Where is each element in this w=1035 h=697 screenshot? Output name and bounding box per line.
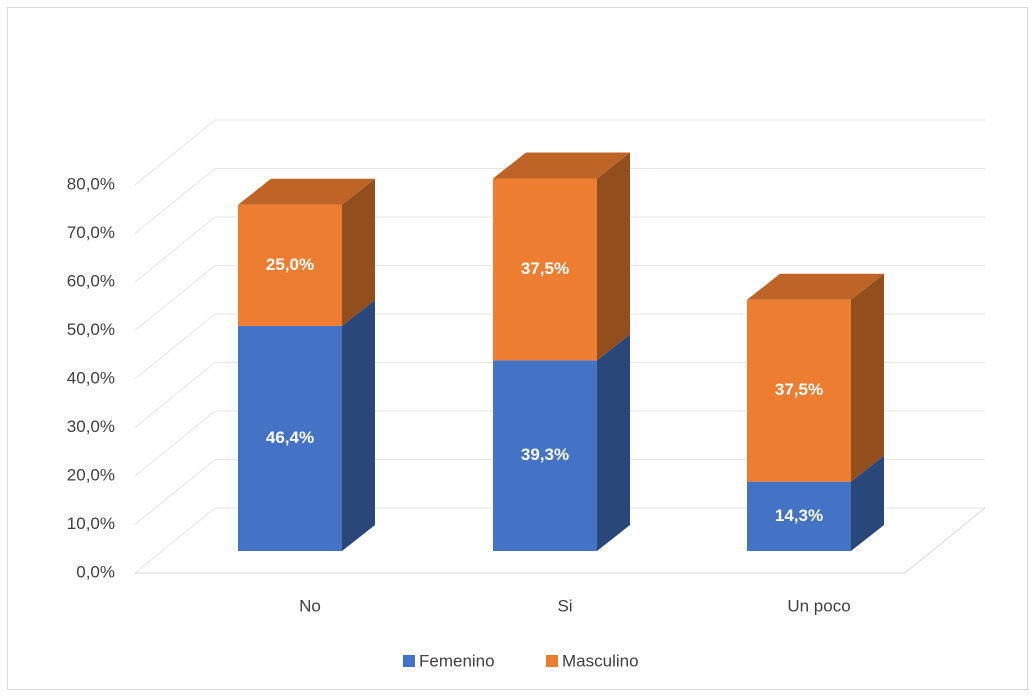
y-tick-label: 60,0% [67,271,115,290]
x-tick-label: No [299,596,321,615]
grid-line [134,313,216,380]
bar-top [493,152,630,179]
grid-line [134,410,216,477]
y-tick-label: 30,0% [67,417,115,436]
value-label: 46,4% [266,428,314,447]
grid-line [134,459,216,525]
y-tick-label: 70,0% [67,223,115,242]
legend-label: Femenino [419,651,495,670]
bar-segment [747,299,851,482]
bar-segment [238,204,342,326]
grid-line [134,216,216,283]
x-tick-label: Si [557,596,572,615]
bar-top [238,178,375,205]
y-tick-label: 10,0% [67,514,115,533]
floor-line [904,507,986,574]
bar-side [342,299,375,551]
bar-side [597,334,630,551]
x-tick-label: Un poco [787,596,850,615]
value-label: 39,3% [521,445,569,464]
grid-line [134,362,216,428]
grid-line [134,119,216,186]
bar-segment [238,325,342,551]
bar-side [597,152,630,361]
y-tick-label: 0,0% [76,562,115,581]
bar-segment [493,360,597,551]
value-label: 37,5% [775,380,823,399]
legend-label: Masculino [562,651,639,670]
grid-line [134,507,216,574]
value-label: 25,0% [266,255,314,274]
bar-side [851,273,884,482]
bar-top [747,273,884,300]
y-tick-label: 20,0% [67,465,115,484]
bar-side [851,455,884,551]
legend-swatch [546,655,558,667]
value-label: 14,3% [775,506,823,525]
grid-line [134,168,216,234]
y-tick-label: 80,0% [67,174,115,193]
y-tick-label: 50,0% [67,320,115,339]
bar-segment [493,178,597,361]
bar-segment [747,481,851,551]
legend-swatch [403,655,415,667]
value-label: 37,5% [521,259,569,278]
y-tick-label: 40,0% [67,368,115,387]
grid-line [134,265,216,331]
bar-side [342,178,375,326]
